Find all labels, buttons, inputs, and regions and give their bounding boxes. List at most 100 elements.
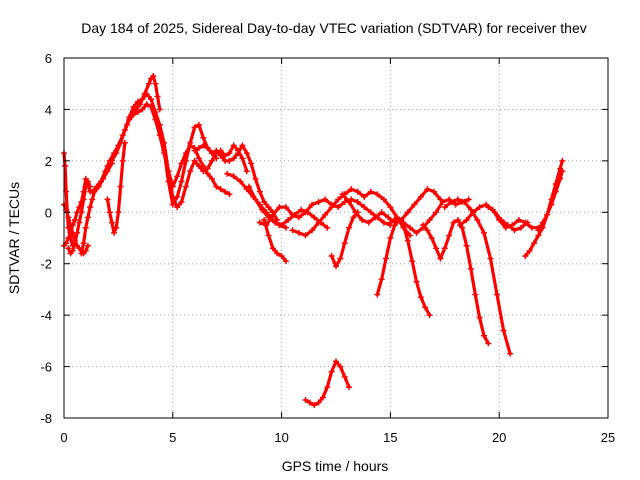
data-point-marker: [324, 224, 331, 231]
data-point-marker: [504, 222, 511, 229]
series-arc-17: [328, 209, 361, 270]
data-point-marker: [346, 224, 353, 231]
data-point-marker: [430, 188, 437, 195]
data-point-marker: [391, 222, 398, 229]
data-point-marker: [239, 142, 246, 149]
data-point-marker: [350, 214, 357, 221]
data-point-marker: [195, 121, 202, 128]
data-point-marker: [102, 168, 109, 175]
data-point-marker: [417, 294, 424, 301]
data-point-marker: [195, 163, 202, 169]
data-point-marker: [195, 155, 202, 162]
data-point-marker: [65, 214, 72, 221]
data-point-marker: [335, 196, 342, 203]
data-point-marker: [428, 235, 435, 241]
data-point-marker: [346, 199, 353, 205]
data-point-marker: [82, 224, 89, 231]
data-point-marker: [409, 258, 416, 265]
data-point-marker: [237, 178, 244, 185]
data-point-marker: [82, 247, 89, 254]
data-point-marker: [324, 384, 331, 391]
data-point-marker: [406, 224, 413, 231]
data-point-marker: [276, 204, 283, 211]
data-point-marker: [463, 217, 470, 223]
data-point-marker: [261, 217, 268, 223]
data-point-marker: [413, 229, 420, 236]
data-point-marker: [498, 217, 505, 223]
data-point-marker: [424, 227, 431, 234]
data-point-marker: [333, 358, 339, 365]
data-point-marker: [315, 199, 322, 205]
x-axis-label: GPS time / hours: [282, 458, 389, 474]
data-point-marker: [161, 139, 168, 146]
data-point-marker: [174, 173, 181, 180]
data-point-marker: [298, 206, 305, 213]
data-point-marker: [139, 96, 146, 103]
data-point-marker: [87, 183, 94, 190]
data-point-marker: [263, 222, 270, 229]
data-point-marker: [278, 222, 285, 229]
data-point-marker: [485, 204, 492, 211]
data-point-marker: [341, 373, 348, 380]
data-point-marker: [265, 204, 272, 211]
data-point-marker: [239, 155, 246, 162]
data-point-marker: [507, 350, 514, 357]
data-point-marker: [383, 255, 390, 262]
data-point-marker: [272, 219, 279, 226]
x-tick-label: 25: [601, 430, 615, 445]
data-point-marker: [526, 247, 533, 254]
data-point-marker: [134, 98, 141, 105]
data-point-marker: [182, 150, 189, 157]
data-point-marker: [230, 142, 237, 149]
data-point-marker: [119, 157, 126, 164]
data-point-marker: [472, 291, 479, 298]
data-point-marker: [557, 175, 564, 182]
data-point-marker: [515, 217, 522, 223]
data-point-marker: [531, 240, 538, 247]
data-point-marker: [511, 227, 518, 234]
data-point-marker: [296, 214, 303, 221]
series-line: [262, 218, 288, 263]
y-tick-label: 4: [45, 102, 52, 117]
data-point-marker: [222, 188, 229, 195]
data-point-marker: [372, 214, 379, 221]
data-point-marker: [78, 209, 85, 216]
series-arc-22: [441, 196, 514, 357]
data-point-marker: [346, 384, 353, 391]
y-tick-label: -6: [40, 360, 52, 375]
data-point-marker: [213, 147, 220, 154]
data-point-marker: [191, 157, 198, 164]
series-arc-16: [289, 186, 413, 239]
data-point-marker: [269, 211, 276, 218]
data-point-marker: [306, 399, 313, 406]
data-point-marker: [302, 397, 309, 403]
data-point-marker: [182, 183, 189, 190]
data-point-marker: [134, 109, 141, 115]
data-point-marker: [426, 217, 433, 223]
data-point-marker: [104, 163, 111, 169]
series-arc-25: [522, 157, 566, 259]
data-point-marker: [84, 214, 91, 221]
data-point-marker: [309, 227, 316, 234]
data-point-marker: [454, 196, 461, 203]
data-point-marker: [208, 157, 215, 164]
data-point-marker: [433, 245, 440, 252]
series-arc-19: [374, 217, 433, 319]
y-tick-label: -4: [40, 308, 52, 323]
data-point-marker: [328, 253, 335, 259]
data-point-marker: [69, 247, 76, 254]
data-point-marker: [248, 160, 255, 167]
data-point-marker: [494, 291, 501, 298]
data-point-marker: [226, 150, 233, 157]
data-point-marker: [143, 91, 150, 97]
data-point-marker: [269, 245, 276, 252]
data-point-marker: [319, 394, 326, 401]
data-point-marker: [178, 199, 185, 205]
data-point-marker: [452, 201, 459, 208]
data-point-marker: [282, 258, 289, 265]
series-line: [193, 143, 279, 222]
data-point-marker: [426, 312, 433, 319]
data-point-marker: [393, 214, 400, 221]
data-point-marker: [152, 80, 159, 87]
